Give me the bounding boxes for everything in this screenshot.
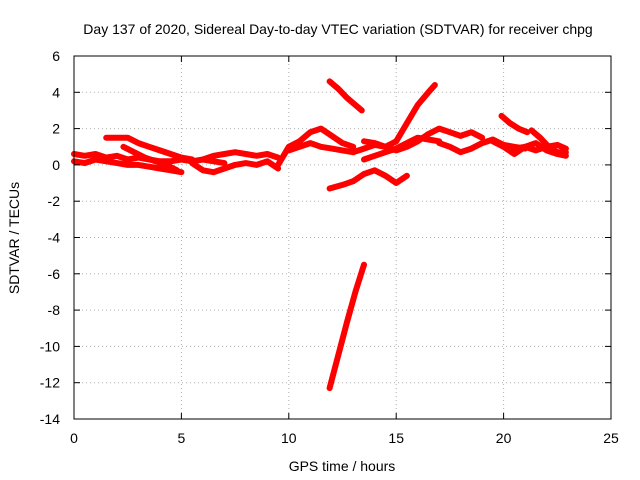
x-tick-label: 20 (496, 430, 512, 446)
series-arc-18 (500, 141, 569, 154)
x-axis-label: GPS time / hours (289, 458, 396, 474)
y-tick-label: -2 (48, 193, 61, 209)
series-arc-2 (71, 156, 185, 176)
chart-title: Day 137 of 2020, Sidereal Day-to-day VTE… (83, 21, 592, 37)
x-tick-label: 15 (388, 430, 404, 446)
series-arc-4 (120, 143, 181, 174)
series-arc-11 (326, 261, 367, 392)
series-arc-3 (103, 134, 196, 163)
y-tick-label: -12 (40, 375, 60, 391)
grid (74, 56, 611, 419)
series-arc-9 (326, 78, 365, 114)
x-tick-label: 0 (70, 430, 78, 446)
series-arc-14 (361, 134, 443, 163)
series-arc-19 (528, 127, 569, 156)
y-tick-label: 2 (52, 121, 60, 137)
series-arc-17 (498, 112, 531, 136)
y-axis-label: SDTVAR / TECUs (6, 182, 22, 294)
data-series (71, 78, 569, 392)
x-tick-label: 5 (178, 430, 186, 446)
y-tick-label: -4 (48, 230, 61, 246)
series-arc-12 (350, 82, 438, 156)
y-tick-label: -14 (40, 411, 60, 427)
y-tick-label: -6 (48, 266, 61, 282)
x-tick-label: 10 (281, 430, 297, 446)
series-arc-7 (275, 125, 357, 168)
x-tick-label: 25 (603, 430, 619, 446)
series-arc-10 (326, 167, 410, 192)
y-tick-label: 0 (52, 157, 60, 173)
y-tick-label: -8 (48, 302, 61, 318)
series-arc-8 (285, 140, 357, 156)
y-tick-label: 4 (52, 84, 60, 100)
series-arc-5 (189, 158, 282, 176)
y-tick-label: -10 (40, 338, 60, 354)
series-arc-6 (199, 149, 282, 163)
y-tick-label: 6 (52, 48, 60, 64)
